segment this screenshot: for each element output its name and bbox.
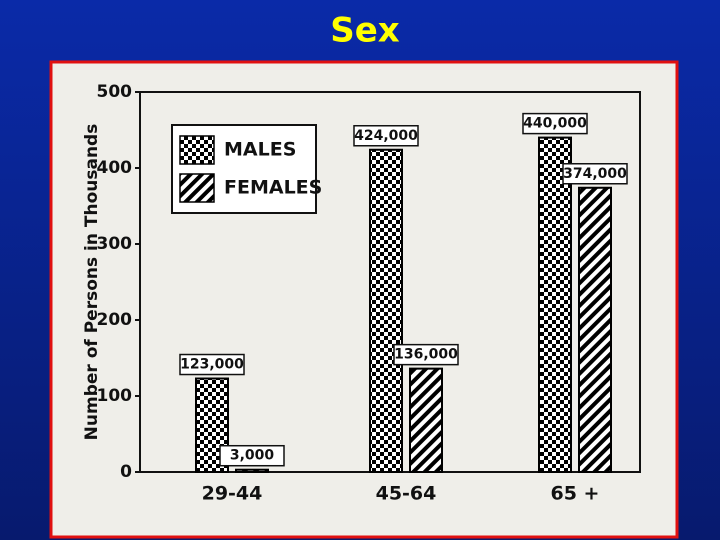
bar [578,186,612,473]
bar [235,468,269,474]
value-label: 123,000 [180,357,244,373]
bar [195,377,229,473]
y-tick-label: 0 [120,462,132,482]
bar [538,136,572,473]
legend-label: FEMALES [224,177,322,199]
value-label-box [562,163,628,185]
value-label: 3,000 [230,448,275,464]
x-tick-label: 65 + [551,483,600,505]
y-tick-label: 400 [97,158,133,178]
y-tick-label: 200 [97,310,133,330]
value-label-box [219,444,285,467]
value-label: 374,000 [563,166,627,182]
x-tick-label: 29-44 [202,483,263,505]
y-tick-label: 300 [97,234,133,254]
value-label: 136,000 [394,347,458,363]
legend-swatch [179,173,215,203]
bar [369,148,403,473]
y-tick-label: 100 [97,386,133,406]
x-tick-label: 45-64 [376,483,437,505]
y-axis-title: Number of Persons in Thousands [82,124,102,441]
value-label-box [522,112,588,135]
value-label-box [179,353,245,376]
value-label: 440,000 [523,116,587,132]
value-label: 424,000 [354,128,418,144]
y-tick-label: 500 [97,82,133,102]
value-label-box [353,125,419,147]
slide-title: Sex [330,11,400,51]
bar [409,367,443,474]
plot: 0 100 200 300 400 500 29-44 45-64 65 + 123,000 424… [97,82,641,505]
legend-label: MALES [224,139,296,161]
value-label-box [393,343,459,366]
legend-swatch [179,135,215,165]
